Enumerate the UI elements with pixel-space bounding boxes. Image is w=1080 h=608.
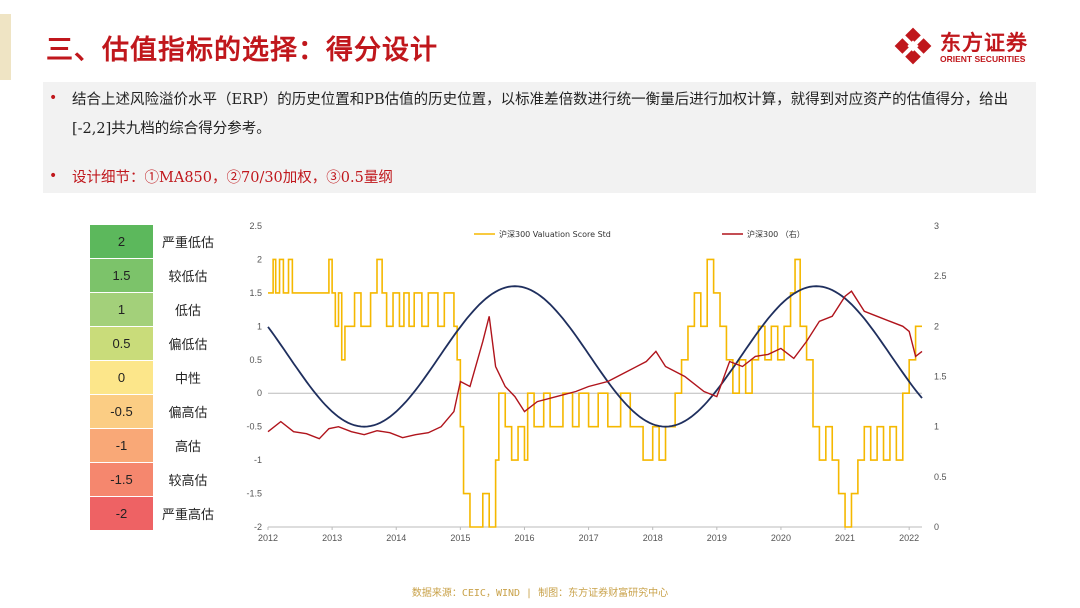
score-row: 1.5 较低估: [90, 259, 221, 293]
y-right-tick-label: 3: [934, 221, 939, 231]
score-label: 偏高估: [168, 406, 208, 421]
x-tick-label: 2019: [707, 533, 727, 543]
y-right-tick-label: 0: [934, 522, 939, 532]
score-value: 1.5: [90, 259, 153, 292]
score-value: -1.5: [90, 463, 153, 496]
score-value: -0.5: [90, 395, 153, 428]
score-label: 严重低估: [161, 236, 214, 251]
y-left-tick-label: -1.5: [246, 489, 262, 499]
y-right-tick-label: 2: [934, 321, 939, 331]
legend-index-label: 沪深300 （右）: [747, 229, 805, 239]
y-left-tick-label: 1: [257, 321, 262, 331]
y-right-tick-label: 2.5: [934, 271, 947, 281]
score-label: 高估: [174, 440, 201, 455]
score-label: 低估: [174, 304, 201, 319]
y-left-tick-label: 2.5: [249, 221, 262, 231]
x-tick-label: 2022: [899, 533, 919, 543]
x-tick-label: 2016: [514, 533, 534, 543]
index-series-line: [267, 290, 923, 440]
x-tick-label: 2021: [835, 533, 855, 543]
page-title: 三、估值指标的选择：得分设计: [46, 35, 438, 66]
x-tick-label: 2012: [258, 533, 278, 543]
score-label: 较高估: [168, 474, 208, 489]
score-value: 0: [90, 361, 153, 394]
y-left-tick-label: -2: [254, 522, 262, 532]
bullet-box: • 结合上述风险溢价水平（ERP）的历史位置和PB估值的历史位置，以标准差倍数进…: [43, 82, 1036, 193]
score-value: 0.5: [90, 327, 153, 360]
x-tick-label: 2020: [771, 533, 791, 543]
cycle-curve: [267, 285, 923, 428]
score-row: -0.5 偏高估: [90, 395, 221, 429]
x-tick-label: 2015: [450, 533, 470, 543]
score-row: -2 严重高估: [90, 497, 221, 531]
title-accent-bar: [0, 14, 11, 80]
score-value: 2: [90, 225, 153, 258]
logo-name: 东方证券: [940, 31, 1028, 55]
y-right-tick-label: 0.5: [934, 472, 947, 482]
y-left-tick-label: 1.5: [249, 288, 262, 298]
bullet-text-2: 设计细节：①MA850，②70/30加权，③0.5量纲: [72, 170, 393, 186]
score-row: 2 严重低估: [90, 225, 221, 259]
y-left-tick-label: 2: [257, 254, 262, 264]
x-tick-label: 2014: [386, 533, 406, 543]
score-label: 偏低估: [168, 338, 208, 353]
y-right-tick-label: 1.5: [934, 372, 947, 382]
bullet-text-1: 结合上述风险溢价水平（ERP）的历史位置和PB估值的历史位置，以标准差倍数进行统…: [72, 92, 1009, 137]
bullet-dot: •: [49, 168, 58, 184]
logo-english-name: ORIENT SECURITIES: [940, 54, 1026, 64]
score-row: 0.5 偏低估: [90, 327, 221, 361]
legend-score-label: 沪深300 Valuation Score Std: [499, 229, 611, 239]
y-left-tick-label: 0.5: [249, 355, 262, 365]
score-label: 较低估: [168, 270, 208, 285]
x-tick-label: 2013: [322, 533, 342, 543]
score-value: -1: [90, 429, 153, 462]
score-row: -1 高估: [90, 429, 221, 463]
x-tick-label: 2017: [579, 533, 599, 543]
y-right-tick-label: 1: [934, 422, 939, 432]
score-value: -2: [90, 497, 153, 530]
score-row: 0 中性: [90, 361, 221, 395]
y-left-tick-label: 0: [257, 388, 262, 398]
y-left-tick-label: -1: [254, 455, 262, 465]
score-row: -1.5 较高估: [90, 463, 221, 497]
x-tick-label: 2018: [643, 533, 663, 543]
company-logo: 东方证券 ORIENT SECURITIES: [893, 26, 1053, 70]
score-series-line: [268, 258, 922, 528]
score-value: 1: [90, 293, 153, 326]
bullet-dot: •: [49, 90, 58, 106]
logo-diamond-icon: [894, 27, 932, 65]
score-label: 严重高估: [161, 508, 214, 523]
score-row: 1 低估: [90, 293, 221, 327]
footer-source: 数据来源：CEIC，WIND | 制图：东方证券财富研究中心: [411, 588, 669, 599]
score-label: 中性: [174, 372, 201, 387]
y-left-tick-label: -0.5: [246, 422, 262, 432]
